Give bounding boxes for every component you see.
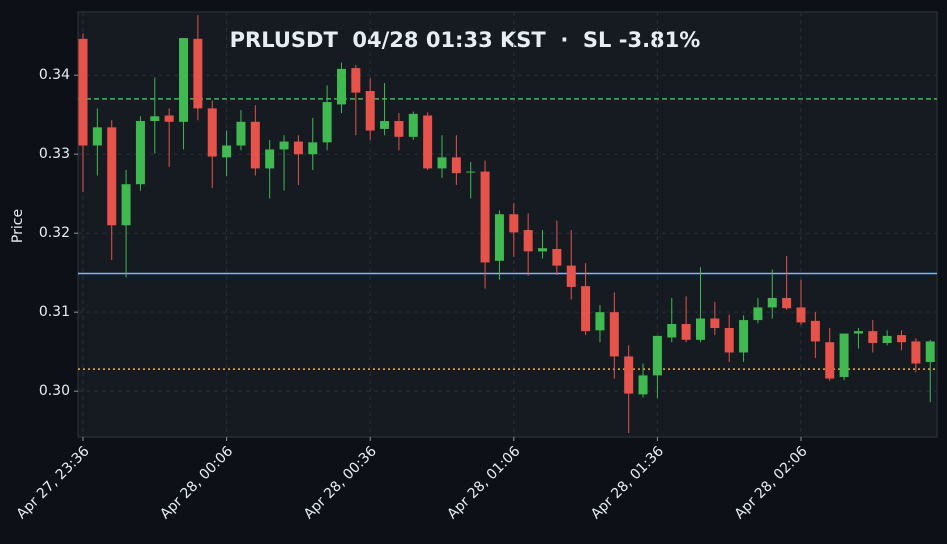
candle-body bbox=[868, 331, 878, 343]
candle-body bbox=[782, 297, 792, 309]
candle-body bbox=[925, 341, 935, 362]
y-tick-label: 0.33 bbox=[39, 146, 70, 162]
y-tick-label: 0.32 bbox=[39, 225, 70, 241]
candle-body bbox=[652, 335, 662, 376]
candle-body bbox=[408, 113, 418, 137]
candle-body bbox=[437, 157, 447, 169]
candle-body bbox=[322, 102, 332, 143]
candle-body bbox=[681, 324, 691, 340]
candle-body bbox=[624, 356, 634, 394]
candle-body bbox=[193, 38, 203, 109]
y-axis-label: Price bbox=[10, 209, 26, 243]
y-tick-label: 0.34 bbox=[39, 67, 70, 83]
chart-title: PRLUSDT 04/28 01:33 KST · SL -3.81% bbox=[230, 28, 701, 52]
candle-body bbox=[523, 230, 533, 252]
candle-body bbox=[78, 38, 88, 146]
candle-body bbox=[825, 342, 835, 379]
candle-body bbox=[308, 142, 318, 155]
candle-body bbox=[753, 307, 763, 321]
candle-body bbox=[466, 171, 476, 173]
y-tick-label: 0.31 bbox=[39, 304, 70, 320]
candle-body bbox=[494, 214, 504, 261]
candle-body bbox=[552, 248, 562, 266]
candle-body bbox=[135, 121, 145, 185]
candle-body bbox=[207, 108, 217, 157]
candle-body bbox=[739, 320, 749, 353]
candle-body bbox=[638, 375, 648, 395]
candle-body bbox=[810, 320, 820, 342]
candle-body bbox=[667, 324, 677, 338]
candle-body bbox=[121, 184, 131, 226]
candle-body bbox=[179, 38, 189, 122]
candle-body bbox=[380, 121, 390, 129]
candle-body bbox=[767, 297, 777, 308]
candle-body bbox=[279, 141, 289, 150]
candle-body bbox=[538, 248, 548, 252]
candle-body bbox=[451, 157, 461, 174]
candle-body bbox=[796, 307, 806, 323]
candle-body bbox=[724, 327, 734, 353]
plot-area bbox=[77, 11, 938, 438]
candle-body bbox=[150, 116, 160, 122]
candle-body bbox=[365, 90, 375, 131]
candle-body bbox=[351, 68, 361, 93]
candle-body bbox=[423, 115, 433, 169]
candle-body bbox=[92, 127, 102, 146]
candle-body bbox=[480, 171, 490, 263]
candle-body bbox=[897, 335, 907, 343]
candle-body bbox=[609, 312, 619, 357]
candle-body bbox=[839, 333, 849, 377]
candle-body bbox=[250, 121, 260, 169]
candle-body bbox=[595, 312, 605, 331]
candle-body bbox=[695, 318, 705, 340]
candle-body bbox=[710, 318, 720, 328]
candle-body bbox=[566, 265, 576, 287]
candle-body bbox=[222, 145, 232, 158]
y-tick-label: 0.30 bbox=[39, 383, 70, 399]
candle-body bbox=[293, 141, 303, 155]
candle-body bbox=[394, 121, 404, 137]
candle-body bbox=[265, 149, 275, 169]
candle-body bbox=[882, 335, 892, 343]
candle-body bbox=[853, 331, 863, 334]
candle-body bbox=[107, 127, 117, 226]
candle-body bbox=[336, 68, 346, 105]
candle-body bbox=[911, 341, 921, 364]
candle-body bbox=[236, 121, 246, 146]
candle-body bbox=[509, 214, 519, 233]
candle-body bbox=[164, 115, 174, 122]
candle-body bbox=[581, 286, 591, 332]
